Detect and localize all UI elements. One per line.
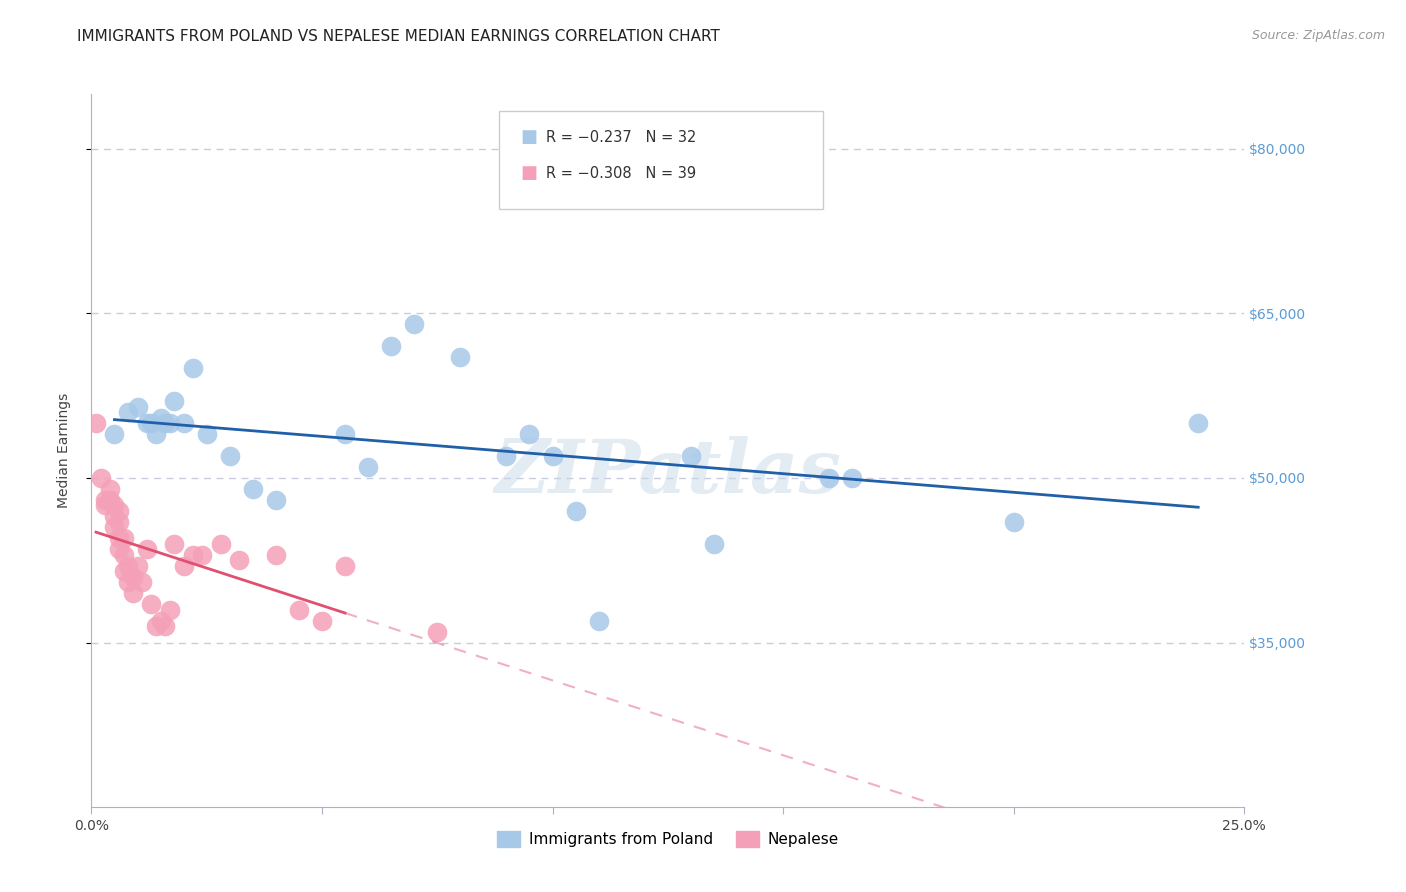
Point — [117, 575, 139, 590]
Point — [145, 427, 167, 442]
Point — [103, 520, 125, 534]
Point — [841, 471, 863, 485]
Point — [141, 416, 163, 430]
Point — [218, 449, 240, 463]
Point — [333, 427, 356, 442]
Point — [519, 427, 541, 442]
Point — [426, 624, 449, 639]
Text: ZIPatlas: ZIPatlas — [495, 435, 841, 508]
Y-axis label: Median Earnings: Median Earnings — [56, 392, 70, 508]
Text: R = −0.308   N = 39: R = −0.308 N = 39 — [546, 166, 696, 180]
Point — [173, 416, 195, 430]
Point — [333, 558, 356, 573]
Point — [242, 482, 264, 496]
Point — [94, 499, 117, 513]
Point — [703, 537, 725, 551]
Point — [103, 499, 125, 513]
Text: R = −0.237   N = 32: R = −0.237 N = 32 — [546, 130, 696, 145]
Point — [122, 570, 145, 584]
Point — [149, 614, 172, 628]
Point — [357, 459, 380, 474]
Point — [541, 449, 564, 463]
Point — [181, 361, 204, 376]
Point — [163, 537, 186, 551]
Text: ■: ■ — [520, 164, 537, 182]
Point — [135, 416, 157, 430]
Point — [153, 416, 176, 430]
Point — [1002, 515, 1025, 529]
Point — [264, 492, 287, 507]
Point — [108, 504, 131, 518]
Point — [163, 394, 186, 409]
Point — [90, 471, 112, 485]
Point — [98, 482, 121, 496]
Point — [108, 515, 131, 529]
Text: IMMIGRANTS FROM POLAND VS NEPALESE MEDIAN EARNINGS CORRELATION CHART: IMMIGRANTS FROM POLAND VS NEPALESE MEDIA… — [77, 29, 720, 45]
Point — [108, 542, 131, 557]
Point — [103, 427, 125, 442]
Point — [449, 350, 471, 364]
Point — [127, 558, 149, 573]
Point — [112, 531, 135, 545]
Point — [311, 614, 333, 628]
Point — [818, 471, 841, 485]
Point — [288, 602, 311, 616]
Point — [145, 619, 167, 633]
Point — [159, 416, 181, 430]
Point — [181, 548, 204, 562]
Point — [149, 410, 172, 425]
Point — [159, 602, 181, 616]
Legend: Immigrants from Poland, Nepalese: Immigrants from Poland, Nepalese — [491, 825, 845, 853]
Point — [173, 558, 195, 573]
Point — [112, 564, 135, 578]
Point — [380, 339, 402, 353]
Text: ■: ■ — [520, 128, 537, 146]
Point — [495, 449, 517, 463]
Point — [264, 548, 287, 562]
Point — [103, 509, 125, 524]
Point — [153, 619, 176, 633]
Point — [112, 548, 135, 562]
Point — [122, 586, 145, 600]
Point — [404, 317, 426, 331]
Point — [117, 405, 139, 419]
Point — [228, 553, 250, 567]
Point — [564, 504, 586, 518]
Point — [127, 400, 149, 414]
Point — [588, 614, 610, 628]
Point — [117, 558, 139, 573]
Point — [141, 597, 163, 611]
Point — [195, 427, 218, 442]
Point — [1187, 416, 1209, 430]
Point — [679, 449, 702, 463]
Point — [191, 548, 214, 562]
Point — [84, 416, 107, 430]
Text: Source: ZipAtlas.com: Source: ZipAtlas.com — [1251, 29, 1385, 43]
Point — [209, 537, 232, 551]
Point — [131, 575, 153, 590]
Point — [98, 492, 121, 507]
Point — [135, 542, 157, 557]
Point — [94, 492, 117, 507]
Point — [108, 531, 131, 545]
